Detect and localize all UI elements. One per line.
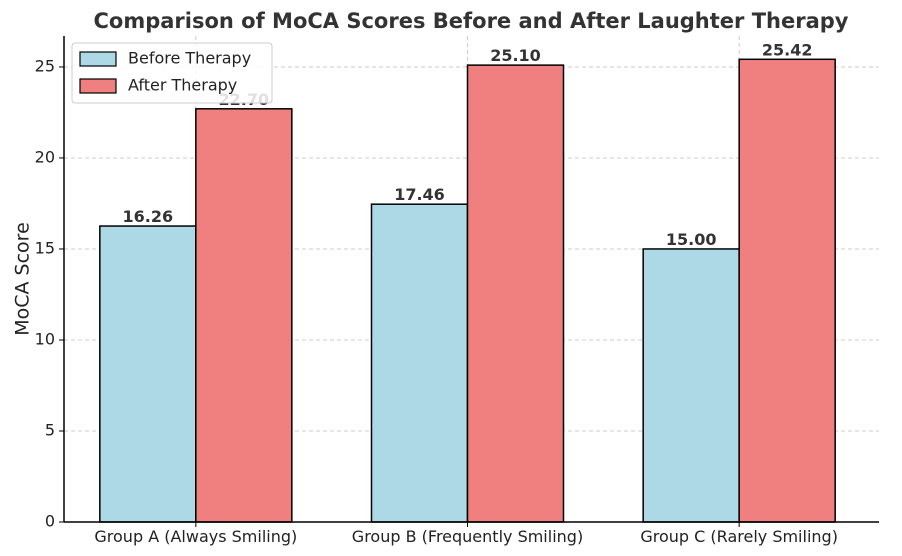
bars: [99, 58, 836, 523]
bar: [99, 225, 197, 523]
legend-frame: [71, 42, 273, 104]
data-label: 25.10: [490, 46, 541, 65]
y-tick-label: 15: [35, 238, 55, 257]
x-tick-label: Group A (Always Smiling): [94, 527, 297, 546]
data-label: 17.46: [394, 185, 445, 204]
legend-label: After Therapy: [128, 76, 237, 95]
y-tick-label: 5: [45, 420, 55, 439]
y-tick-label: 0: [45, 512, 55, 531]
legend-swatch: [79, 51, 117, 67]
data-label: 15.00: [666, 230, 717, 249]
legend-label: Before Therapy: [128, 49, 251, 68]
data-label: 16.26: [123, 207, 174, 226]
y-axis-label: MoCA Score: [12, 222, 34, 336]
bar: [466, 64, 565, 523]
bar: [642, 248, 740, 523]
y-tick-label: 20: [35, 147, 55, 166]
legend-swatch: [79, 78, 117, 94]
bar: [738, 58, 836, 523]
data-label: 25.42: [762, 40, 813, 59]
x-tick-label: Group B (Frequently Smiling): [352, 527, 583, 546]
x-tick-label: Group C (Rarely Smiling): [640, 527, 838, 546]
axes: [59, 36, 879, 527]
tick-labels: 0 5 10 15 20 25 Group A (Always Smiling) Group …: [35, 56, 838, 546]
bar: [370, 203, 469, 523]
y-tick-label: 10: [35, 329, 55, 348]
legend: Before Therapy After Therapy: [71, 42, 273, 104]
y-tick-label: 25: [35, 56, 55, 75]
bar: [195, 108, 293, 523]
chart-title: Comparison of MoCA Scores Before and Aft…: [94, 9, 849, 33]
